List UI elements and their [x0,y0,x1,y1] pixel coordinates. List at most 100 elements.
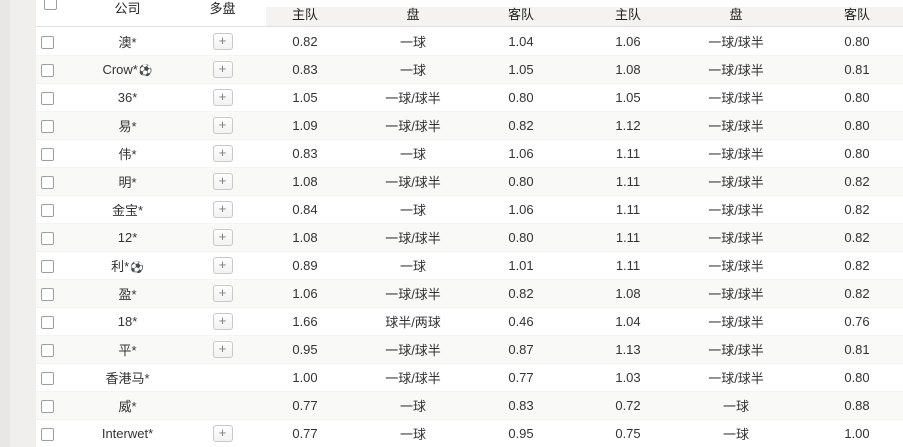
expand-multi-odds-button[interactable]: + [212,313,233,330]
handicap-1: 一球 [399,427,426,442]
handicap-1: 一球 [399,63,426,78]
home-odds-2: 1.11 [615,174,641,189]
row-checkbox[interactable] [41,64,54,78]
table-row: Interwet* + 0.77 一球 0.95 0.75 一球 1.00 [36,419,903,447]
row-checkbox[interactable] [41,148,54,162]
row-checkbox[interactable] [41,428,54,442]
expand-multi-odds-button[interactable]: + [212,201,233,218]
company-name: 12* [117,230,138,245]
expand-multi-odds-button[interactable]: + [212,89,233,106]
row-checkbox-cell [36,90,60,106]
row-checkbox-cell [36,230,60,246]
handicap-2: 一球/球半 [708,315,764,330]
home-odds-2: 1.11 [615,258,641,273]
away-odds-1: 0.95 [508,426,534,441]
row-checkbox[interactable] [41,92,54,106]
table-row: 金宝* + 0.84 一球 1.06 1.11 一球/球半 0.82 [36,195,903,223]
company-name: 澳* [118,34,137,50]
away-odds-2: 0.82 [844,174,870,189]
expand-multi-odds-button[interactable]: + [212,32,233,50]
home-odds-2: 1.05 [615,90,641,105]
row-checkbox[interactable] [41,316,54,330]
row-checkbox[interactable] [41,260,54,274]
home-odds-1: 1.00 [292,370,318,385]
away-odds-2: 0.80 [844,370,870,385]
home-odds-2: 1.08 [615,62,641,77]
expand-multi-odds-button[interactable]: + [212,145,233,162]
multi-odds-cell: + [195,117,250,134]
table-row: 利*⚽ + 0.89 一球 1.01 1.11 一球/球半 0.82 [36,251,903,279]
home-odds-2: 1.03 [615,370,641,385]
company-cell: 36* [60,90,195,105]
company-cell: 平* [60,340,195,359]
company-name: 易* [118,119,137,134]
company-cell: 利*⚽ [60,256,195,275]
row-checkbox[interactable] [41,204,54,218]
row-checkbox-cell [36,146,60,162]
away-odds-1: 0.77 [508,370,534,385]
handicap-2: 一球/球半 [708,371,764,386]
handicap-2: 一球 [722,399,749,414]
row-checkbox[interactable] [41,35,54,49]
company-cell: 12* [60,230,195,245]
row-checkbox[interactable] [41,120,54,134]
expand-multi-odds-button[interactable]: + [212,285,233,302]
away-odds-1: 0.82 [508,286,534,301]
home-odds-2: 1.11 [615,230,641,245]
away-odds-1: 0.80 [508,174,534,189]
away-odds-2: 0.80 [844,33,870,49]
away-odds-2: 0.81 [844,62,870,77]
home-odds-1: 0.84 [292,202,318,217]
company-cell: 明* [60,172,195,191]
away-odds-2: 0.80 [844,146,870,161]
expand-multi-odds-button[interactable]: + [212,425,233,442]
away-odds-1: 0.87 [508,342,534,357]
home-odds-2: 0.72 [615,398,641,413]
company-cell: 香港马* [60,368,195,387]
handicap-2: 一球/球半 [708,91,764,106]
multi-odds-cell: + [195,32,250,50]
multi-odds-cell: + [195,145,250,162]
row-checkbox-cell [36,286,60,302]
row-checkbox[interactable] [41,232,54,246]
expand-multi-odds-button[interactable]: + [212,173,233,190]
multi-odds-cell: + [195,89,250,106]
expand-multi-odds-button[interactable]: + [212,61,233,78]
row-checkbox-cell [36,202,60,218]
company-cell: 威* [60,396,195,415]
away-odds-1: 1.04 [508,33,534,49]
home-odds-1: 0.83 [292,62,318,77]
table-row: 平* + 0.95 一球/球半 0.87 1.13 一球/球半 0.81 [36,335,903,363]
away-odds-2: 0.80 [844,90,870,105]
row-checkbox[interactable] [41,372,54,386]
expand-multi-odds-button[interactable]: + [212,341,233,358]
away-odds-1: 0.46 [508,314,534,329]
expand-multi-odds-button[interactable]: + [212,117,233,134]
company-name: 金宝* [111,203,144,218]
column-header-multi: 多盘 [209,1,236,16]
expand-multi-odds-button[interactable]: + [212,257,233,274]
multi-odds-cell: + [195,201,250,218]
handicap-2: 一球/球半 [708,119,764,134]
away-odds-2: 0.76 [844,314,870,329]
select-all-checkbox[interactable] [44,0,57,10]
company-name: 18* [117,314,138,329]
multi-odds-cell: + [195,313,250,330]
row-checkbox[interactable] [41,288,54,302]
handicap-1: 一球 [399,203,426,218]
home-odds-1: 0.77 [292,426,318,441]
row-checkbox[interactable] [41,344,54,358]
home-odds-2: 1.12 [615,118,641,133]
away-odds-1: 0.80 [508,90,534,105]
table-row: 易* + 1.09 一球/球半 0.82 1.12 一球/球半 0.80 [36,111,903,139]
handicap-1: 一球/球半 [385,287,441,302]
row-checkbox[interactable] [41,176,54,190]
row-checkbox-cell [36,314,60,330]
row-checkbox-cell [36,33,60,49]
home-odds-1: 1.66 [292,314,318,329]
expand-multi-odds-button[interactable]: + [212,229,233,246]
row-checkbox[interactable] [41,400,54,414]
handicap-1: 一球/球半 [385,119,441,134]
company-name: 香港马* [105,371,150,386]
column-header-home-1: 主队 [291,7,318,22]
